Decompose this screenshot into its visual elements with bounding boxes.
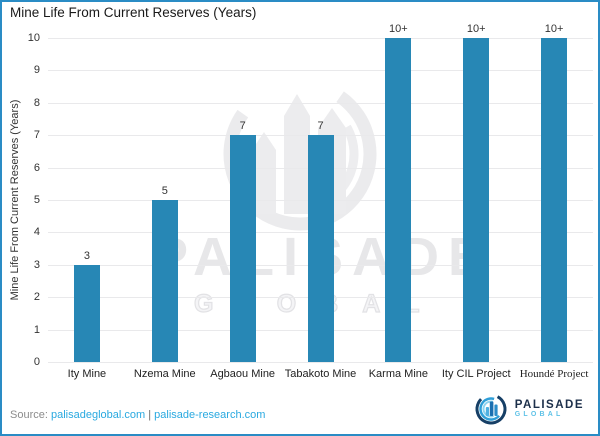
- bar-ity-mine: [73, 264, 100, 362]
- bar-tabakoto-mine: [307, 135, 334, 362]
- bar-hound-project: [541, 38, 568, 362]
- x-category-label: Houndé Project: [519, 368, 589, 380]
- bar-value-label: 5: [161, 185, 168, 197]
- bar-value-label: 10+: [466, 23, 486, 35]
- source-link-palisadeglobal[interactable]: palisadeglobal.com: [50, 409, 146, 421]
- palisade-logo-mark-icon: [475, 393, 507, 425]
- x-category-label: Tabakoto Mine: [284, 368, 357, 380]
- gridline-y-8: [48, 102, 593, 104]
- x-category-label: Nzema Mine: [133, 368, 196, 380]
- palisade-global-logo: PALISADE GLOBAL: [474, 391, 584, 427]
- bar-agbaou-mine: [229, 135, 256, 362]
- y-tick-label-1: 1: [33, 323, 40, 336]
- bar-value-label: 7: [317, 120, 324, 133]
- brand-sub: GLOBAL: [514, 411, 564, 419]
- y-tick-label-7: 7: [33, 129, 40, 142]
- chart-title: Mine Life From Current Reserves (Years): [10, 5, 257, 20]
- source-separator: |: [148, 409, 152, 421]
- y-tick-label-2: 2: [33, 291, 40, 304]
- y-tick-label-8: 8: [33, 96, 40, 109]
- y-tick-label-3: 3: [33, 258, 40, 271]
- gridline-y-0: [48, 362, 593, 363]
- source-link-palisade-research[interactable]: palisade-research.com: [154, 409, 266, 421]
- x-category-label: Ity CIL Project: [441, 368, 511, 380]
- source-line: Source: palisadeglobal.com | palisade-re…: [10, 409, 265, 421]
- source-label: Source:: [10, 409, 48, 421]
- bar-karma-mine: [385, 38, 412, 362]
- brand-text: PALISADE GLOBAL: [515, 399, 584, 419]
- bar-nzema-mine: [151, 200, 178, 362]
- brand-name: PALISADE: [514, 398, 584, 411]
- plot-area: 3 5 7 7 10+ 10+ 10+: [48, 23, 593, 363]
- y-axis-tick-labels: 0 1 2 3 4 5 6 7 8 9 10: [2, 32, 42, 368]
- x-category-label: Karma Mine: [368, 368, 428, 380]
- y-tick-label-4: 4: [33, 226, 40, 239]
- bar-value-label: 3: [83, 249, 90, 262]
- y-axis-title: Mine Life From Current Reserves (Years): [9, 99, 21, 301]
- gridline-y-10: [48, 38, 593, 39]
- bar-value-label: 10+: [389, 23, 408, 35]
- y-tick-label-10: 10: [27, 32, 40, 44]
- y-tick-label-6: 6: [33, 161, 40, 174]
- y-tick-label-5: 5: [33, 194, 40, 206]
- bar-ity-cil-project: [463, 38, 490, 362]
- x-axis-category-labels: Ity Mine Nzema Mine Agbaou Mine Tabakoto Mi…: [48, 368, 593, 384]
- y-tick-label-9: 9: [33, 64, 40, 77]
- x-category-label: Agbaou Mine: [210, 368, 276, 380]
- x-category-label: Ity Mine: [67, 368, 107, 380]
- gridline-y-9: [48, 70, 593, 72]
- footer: Source: palisadeglobal.com | palisade-re…: [2, 390, 598, 434]
- bar-value-label: 10+: [544, 23, 564, 35]
- bar-value-label: 7: [239, 120, 246, 133]
- y-tick-label-0: 0: [33, 356, 40, 368]
